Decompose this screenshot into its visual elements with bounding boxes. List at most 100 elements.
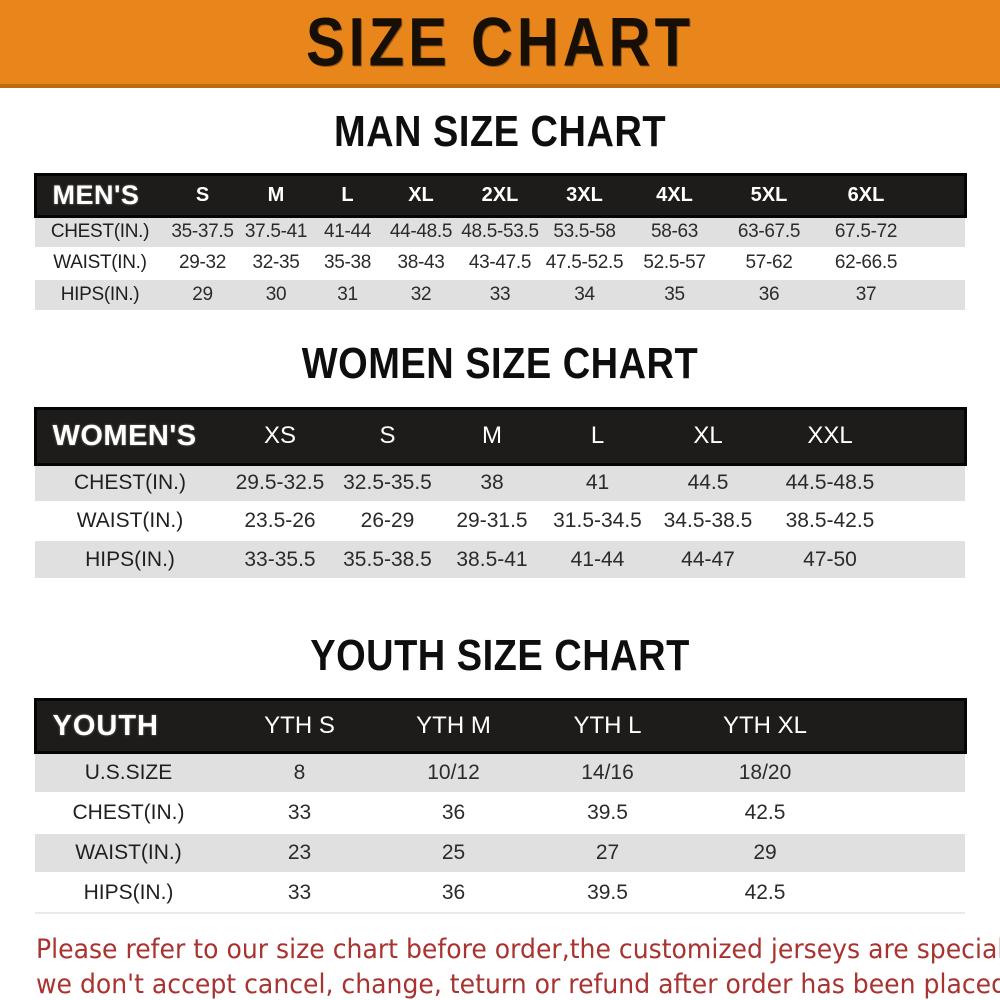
header-cell: YTH M	[377, 698, 530, 754]
table-row: WAIST(IN.) 23 25 27 29	[35, 831, 965, 873]
table-row: CHEST(IN.) 33 36 39.5 42.5	[35, 791, 965, 833]
table-cell: 8	[222, 751, 377, 793]
table-cell: 34	[541, 277, 628, 310]
header-cell: M	[240, 173, 312, 218]
table-cell: 33-35.5	[225, 539, 335, 578]
men-size-table: MEN'S S M L XL 2XL 3XL 4XL 5XL 6XL CHEST…	[33, 173, 967, 310]
table-cell: 41	[544, 463, 651, 502]
table-row: HIPS(IN.) 33-35.5 35.5-38.5 38.5-41 41-4…	[35, 539, 965, 578]
header-cell: 5XL	[721, 173, 817, 218]
order-disclaimer: Please refer to our size chart before or…	[0, 932, 1000, 1000]
table-cell: 37	[817, 277, 915, 310]
youth-size-table: YOUTH YTH S YTH M YTH L YTH XL U.S.SIZE …	[33, 698, 967, 914]
men-section-title: MAN SIZE CHART	[333, 107, 667, 157]
table-cell: 47.5-52.5	[541, 246, 628, 279]
disclaimer-line-2: we don't accept cancel, change, teturn o…	[36, 968, 1000, 1000]
table-row: WAIST(IN.) 23.5-26 26-29 29-31.5 31.5-34…	[35, 501, 965, 540]
table-cell: 63-67.5	[721, 215, 817, 248]
table-cell: 35.5-38.5	[335, 539, 440, 578]
header-cell: L	[312, 173, 383, 218]
table-cell: 18/20	[685, 751, 845, 793]
header-cell: 4XL	[628, 173, 721, 218]
table-cell: 44-48.5	[383, 215, 459, 248]
filler-cell	[845, 831, 965, 873]
row-label: HIPS(IN.)	[35, 539, 225, 578]
table-cell: 57-62	[721, 246, 817, 279]
table-row: CHEST(IN.) 35-37.5 37.5-41 41-44 44-48.5…	[35, 215, 965, 248]
row-label: CHEST(IN.)	[35, 791, 222, 833]
filler-cell	[915, 277, 965, 310]
header-cell: 6XL	[817, 173, 915, 218]
table-cell: 67.5-72	[817, 215, 915, 248]
disclaimer-line-1: Please refer to our size chart before or…	[36, 933, 1000, 965]
row-label: U.S.SIZE	[35, 751, 222, 793]
row-label: WAIST(IN.)	[35, 246, 165, 279]
table-cell: 33	[459, 277, 541, 310]
table-cell: 10/12	[377, 751, 530, 793]
header-cell: YTH L	[530, 698, 685, 754]
row-label: HIPS(IN.)	[35, 277, 165, 310]
table-cell: 30	[240, 277, 312, 310]
filler-cell	[915, 173, 967, 218]
row-label: WAIST(IN.)	[35, 501, 225, 540]
filler-cell	[915, 246, 965, 279]
header-cell: XL	[383, 173, 459, 218]
filler-cell	[845, 698, 967, 754]
table-cell: 48.5-53.5	[459, 215, 541, 248]
table-cell: 44.5	[651, 463, 765, 502]
table-cell: 29.5-32.5	[225, 463, 335, 502]
table-cell: 32.5-35.5	[335, 463, 440, 502]
filler-cell	[845, 751, 965, 793]
table-cell: 44.5-48.5	[765, 463, 895, 502]
filler-cell	[895, 406, 967, 466]
table-cell: 25	[377, 831, 530, 873]
header-cell: XS	[225, 406, 335, 466]
table-row: HIPS(IN.) 29 30 31 32 33 34 35 36 37	[35, 277, 965, 310]
banner-title: SIZE CHART	[306, 3, 694, 81]
table-row: CHEST(IN.) 29.5-32.5 32.5-35.5 38 41 44.…	[35, 463, 965, 502]
table-cell: 38.5-41	[440, 539, 544, 578]
header-cell: XXL	[765, 406, 895, 466]
women-size-table: WOMEN'S XS S M L XL XXL CHEST(IN.) 29.5-…	[33, 406, 967, 578]
table-cell: 35	[628, 277, 721, 310]
header-cell: MEN'S	[33, 173, 165, 218]
table-cell: 23.5-26	[225, 501, 335, 540]
table-cell: 29	[165, 277, 240, 310]
table-cell: 35-37.5	[165, 215, 240, 248]
table-cell: 33	[222, 791, 377, 833]
table-cell: 27	[530, 831, 685, 873]
table-cell: 41-44	[544, 539, 651, 578]
table-cell: 36	[377, 871, 530, 913]
table-cell: 29-32	[165, 246, 240, 279]
table-cell: 31.5-34.5	[544, 501, 651, 540]
table-cell: 31	[312, 277, 383, 310]
table-cell: 35-38	[312, 246, 383, 279]
header-cell: M	[440, 406, 544, 466]
row-label: CHEST(IN.)	[35, 463, 225, 502]
table-cell: 33	[222, 871, 377, 913]
table-cell: 39.5	[530, 791, 685, 833]
table-cell: 53.5-58	[541, 215, 628, 248]
table-cell: 41-44	[312, 215, 383, 248]
youth-header-row: YOUTH YTH S YTH M YTH L YTH XL	[33, 698, 967, 754]
table-cell: 36	[377, 791, 530, 833]
women-header-row: WOMEN'S XS S M L XL XXL	[33, 406, 967, 466]
header-cell: WOMEN'S	[33, 406, 225, 466]
row-label: CHEST(IN.)	[35, 215, 165, 248]
table-cell: 29	[685, 831, 845, 873]
table-cell: 32-35	[240, 246, 312, 279]
row-label: WAIST(IN.)	[35, 831, 222, 873]
table-cell: 34.5-38.5	[651, 501, 765, 540]
table-cell: 43-47.5	[459, 246, 541, 279]
filler-cell	[915, 215, 965, 248]
table-cell: 38.5-42.5	[765, 501, 895, 540]
table-cell: 14/16	[530, 751, 685, 793]
table-cell: 38	[440, 463, 544, 502]
row-label: HIPS(IN.)	[35, 871, 222, 913]
header-cell: S	[335, 406, 440, 466]
table-cell: 42.5	[685, 791, 845, 833]
header-cell: L	[544, 406, 651, 466]
filler-cell	[845, 791, 965, 833]
table-cell: 32	[383, 277, 459, 310]
table-cell: 29-31.5	[440, 501, 544, 540]
